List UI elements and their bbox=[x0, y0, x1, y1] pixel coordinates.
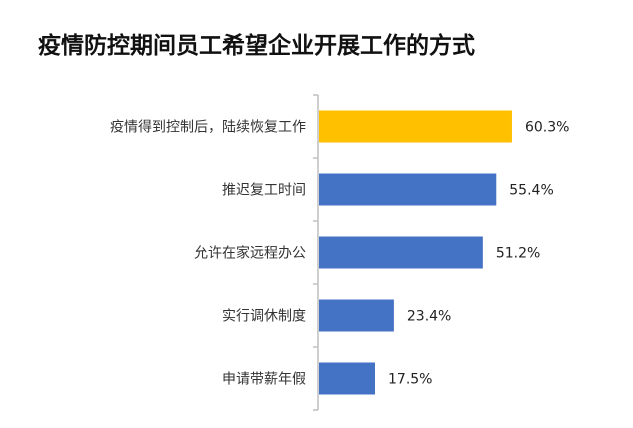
category-label: 实行调休制度 bbox=[222, 309, 306, 325]
bar bbox=[319, 236, 483, 269]
category-label: 疫情得到控制后，陆续恢复工作 bbox=[110, 119, 306, 136]
bar bbox=[319, 362, 375, 395]
category-label: 申请带薪年假 bbox=[222, 372, 306, 388]
bar bbox=[319, 173, 497, 206]
data-label: 23.4% bbox=[407, 309, 451, 325]
bar bbox=[319, 110, 512, 143]
category-label: 允许在家远程办公 bbox=[194, 245, 306, 262]
data-label: 60.3% bbox=[525, 120, 569, 136]
bar bbox=[319, 299, 394, 332]
chart-title: 疫情防控期间员工希望企业开展工作的方式 bbox=[38, 33, 475, 59]
category-label: 推迟复工时间 bbox=[222, 182, 306, 199]
data-label: 55.4% bbox=[509, 183, 553, 199]
data-label: 51.2% bbox=[496, 246, 540, 262]
data-label: 17.5% bbox=[388, 372, 432, 388]
